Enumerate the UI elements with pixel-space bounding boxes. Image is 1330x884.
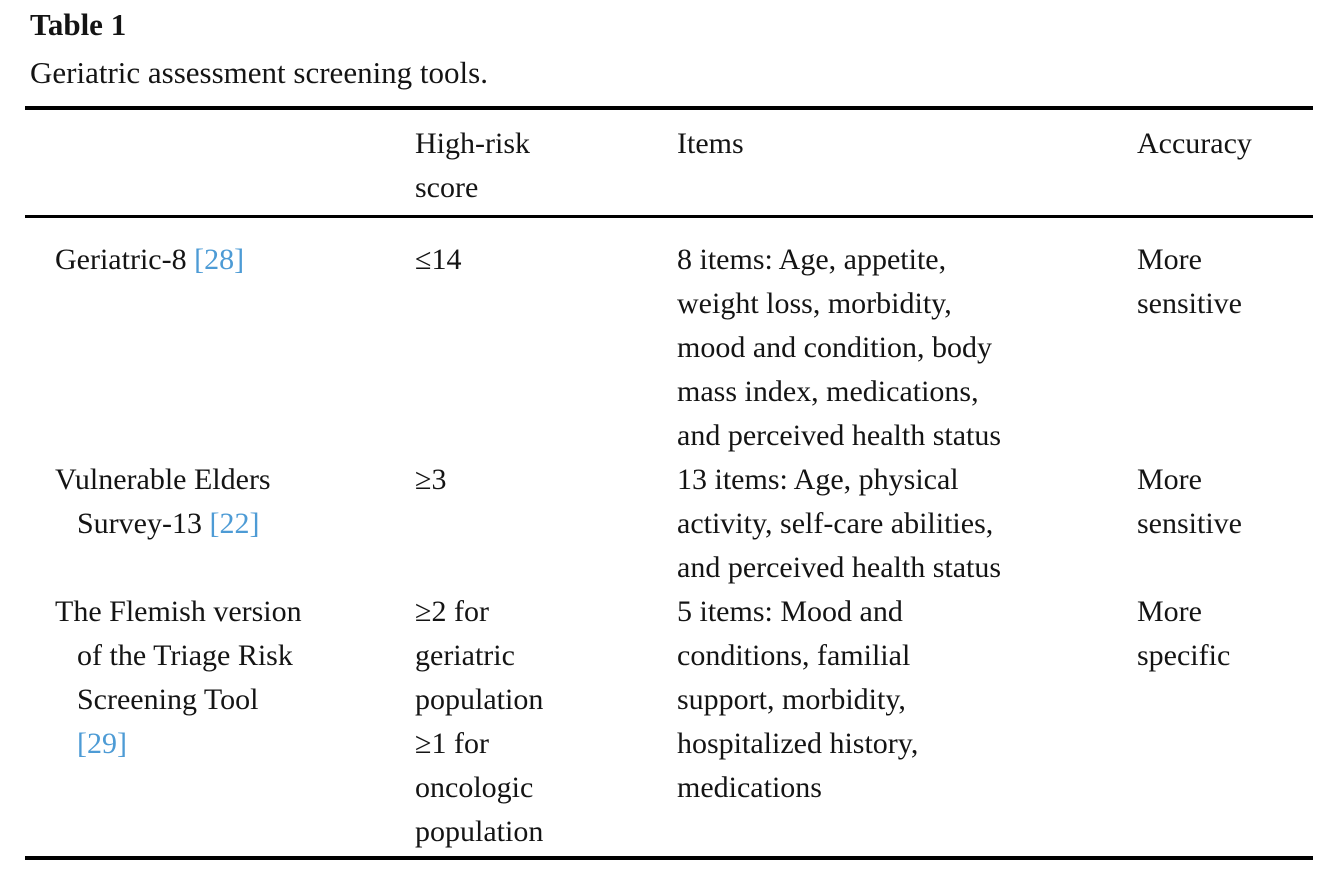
score-cell: ≥3 <box>415 458 677 590</box>
items-line: medications <box>677 771 822 804</box>
tool-name-text: Survey-13 <box>77 507 210 540</box>
score-line: ≥3 <box>415 463 447 496</box>
table-bottom-rule <box>25 856 1313 860</box>
score-line: ≤14 <box>415 243 462 276</box>
tool-name-text: of the Triage Risk <box>77 639 293 672</box>
score-cell: ≥2 for geriatric population ≥1 for oncologic… <box>415 590 677 854</box>
score-line: population <box>415 815 544 848</box>
items-line: hospitalized history, <box>677 727 919 760</box>
tool-name-text: Geriatric-8 <box>55 243 195 276</box>
items-line: and perceived health status <box>677 419 1002 452</box>
header-items-cell: Items <box>677 127 744 160</box>
tool-cell: The Flemish version of the Triage Risk Scr… <box>25 590 415 854</box>
score-line: ≥1 for <box>415 727 489 760</box>
accuracy-line: specific <box>1137 639 1231 672</box>
tool-cell: Vulnerable Elders Survey-13 [22] <box>25 458 415 590</box>
tool-line: of the Triage Risk <box>55 634 415 678</box>
accuracy-cell: More sensitive <box>1137 458 1313 590</box>
table-caption: Geriatric assessment screening tools. <box>30 55 488 90</box>
items-line: conditions, familial <box>677 639 911 672</box>
score-cell: ≤14 <box>415 238 677 458</box>
tool-name-text: Vulnerable Elders <box>55 463 271 496</box>
items-cell: 5 items: Mood and conditions, familial sup… <box>677 590 1137 854</box>
tool-line: Vulnerable Elders <box>55 458 415 502</box>
header-score-cell: High-risk score <box>415 127 530 204</box>
items-line: mass index, medications, <box>677 375 979 408</box>
items-line: activity, self-care abilities, <box>677 507 994 540</box>
score-line: geriatric <box>415 639 515 672</box>
accuracy-line: sensitive <box>1137 287 1242 320</box>
header-accuracy-cell: Accuracy <box>1137 127 1252 160</box>
tool-cell: Geriatric-8 [28] <box>25 238 415 458</box>
items-line: mood and condition, body <box>677 331 992 364</box>
score-line: population <box>415 683 544 716</box>
tool-line: Survey-13 [22] <box>55 502 415 546</box>
items-line: and perceived health status <box>677 551 1002 584</box>
tool-name-text: The Flemish version <box>55 595 302 628</box>
items-line: support, morbidity, <box>677 683 906 716</box>
accuracy-cell: More sensitive <box>1137 238 1313 458</box>
citation-link[interactable]: [28] <box>194 243 245 276</box>
citation-link[interactable]: [22] <box>209 507 260 540</box>
table-row: Geriatric-8 [28] ≤14 8 items: Age, appetit… <box>25 238 1313 458</box>
tool-name-text: Screening Tool <box>77 683 259 716</box>
table-header-row: High-risk score Items Accuracy <box>25 122 1313 210</box>
items-line: 8 items: Age, appetite, <box>677 243 947 276</box>
accuracy-line: sensitive <box>1137 507 1242 540</box>
accuracy-line: More <box>1137 463 1202 496</box>
table-row: Vulnerable Elders Survey-13 [22] ≥3 13 item… <box>25 458 1313 590</box>
table-top-rule <box>25 106 1313 110</box>
accuracy-line: More <box>1137 595 1202 628</box>
tool-line: Geriatric-8 [28] <box>55 238 415 282</box>
table-body: Geriatric-8 [28] ≤14 8 items: Age, appetit… <box>25 238 1313 854</box>
items-cell: 13 items: Age, physical activity, self-ca… <box>677 458 1137 590</box>
table-label: Table 1 <box>30 7 127 42</box>
table-header-rule <box>25 215 1313 218</box>
tool-line: The Flemish version <box>55 590 415 634</box>
tool-line: [29] <box>55 722 415 766</box>
accuracy-cell: More specific <box>1137 590 1313 854</box>
score-line: ≥2 for <box>415 595 489 628</box>
tool-line: Screening Tool <box>55 678 415 722</box>
items-cell: 8 items: Age, appetite, weight loss, morb… <box>677 238 1137 458</box>
items-line: weight loss, morbidity, <box>677 287 952 320</box>
accuracy-line: More <box>1137 243 1202 276</box>
score-line: oncologic <box>415 771 534 804</box>
items-line: 5 items: Mood and <box>677 595 903 628</box>
table-row: The Flemish version of the Triage Risk Scr… <box>25 590 1313 854</box>
citation-link[interactable]: [29] <box>77 727 127 760</box>
header-tool-cell <box>25 122 415 210</box>
items-line: 13 items: Age, physical <box>677 463 959 496</box>
